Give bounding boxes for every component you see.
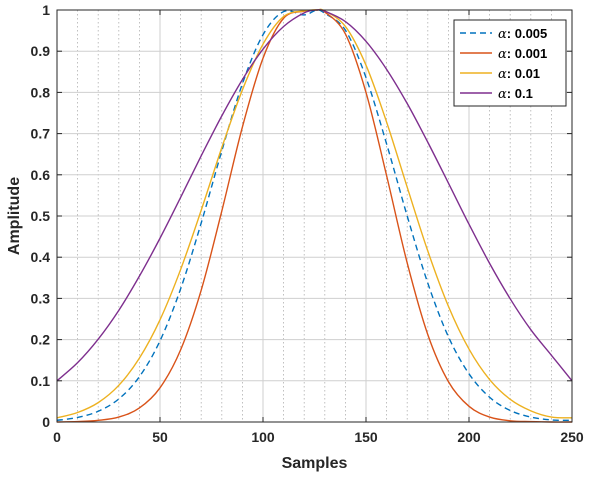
x-tick-label: 200 bbox=[457, 429, 481, 445]
legend-series-name: : 0.005 bbox=[507, 26, 547, 41]
legend-alpha-symbol: α bbox=[498, 87, 507, 102]
y-tick-label: 0.8 bbox=[31, 84, 51, 100]
y-tick-label: 1 bbox=[42, 2, 50, 18]
y-tick-label: 0.3 bbox=[31, 290, 51, 306]
legend-box bbox=[453, 19, 567, 107]
legend-entry-3: α: 0.1 bbox=[498, 86, 533, 102]
x-tick-label: 100 bbox=[251, 429, 275, 445]
x-tick-label: 0 bbox=[53, 429, 61, 445]
y-tick-label: 0.6 bbox=[31, 167, 51, 183]
y-tick-label: 0.7 bbox=[31, 126, 51, 142]
y-tick-label: 0.4 bbox=[31, 249, 51, 265]
y-tick-label: 0.9 bbox=[31, 43, 51, 59]
y-tick-labels: 0 0.1 0.2 0.3 0.4 0.5 0.6 0.7 0.8 0.9 1 bbox=[31, 2, 51, 430]
y-axis-label: Amplitude bbox=[6, 177, 23, 255]
legend-entry-0: α: 0.005 bbox=[498, 26, 547, 42]
y-tick-label: 0.5 bbox=[31, 208, 51, 224]
x-tick-label: 150 bbox=[354, 429, 378, 445]
legend-series-name: : 0.01 bbox=[507, 66, 540, 81]
x-axis-label: Samples bbox=[282, 455, 348, 472]
y-tick-label: 0.2 bbox=[31, 332, 51, 348]
legend-series-name: : 0.001 bbox=[507, 46, 547, 61]
tick-marks bbox=[56, 9, 573, 423]
legend-alpha-symbol: α bbox=[498, 47, 507, 62]
y-tick-label: 0 bbox=[42, 414, 50, 430]
x-tick-label: 50 bbox=[152, 429, 168, 445]
legend-alpha-symbol: α bbox=[498, 27, 507, 42]
legend-entry-2: α: 0.01 bbox=[498, 66, 540, 82]
x-tick-labels: 0 50 100 150 200 250 bbox=[53, 429, 584, 445]
series-line-0 bbox=[56, 9, 573, 422]
legend-alpha-symbol: α bbox=[498, 67, 507, 82]
x-tick-label: 250 bbox=[560, 429, 584, 445]
y-tick-label: 0.1 bbox=[31, 373, 51, 389]
legend-entry-1: α: 0.001 bbox=[498, 46, 547, 62]
legend-series-name: : 0.1 bbox=[507, 86, 533, 101]
